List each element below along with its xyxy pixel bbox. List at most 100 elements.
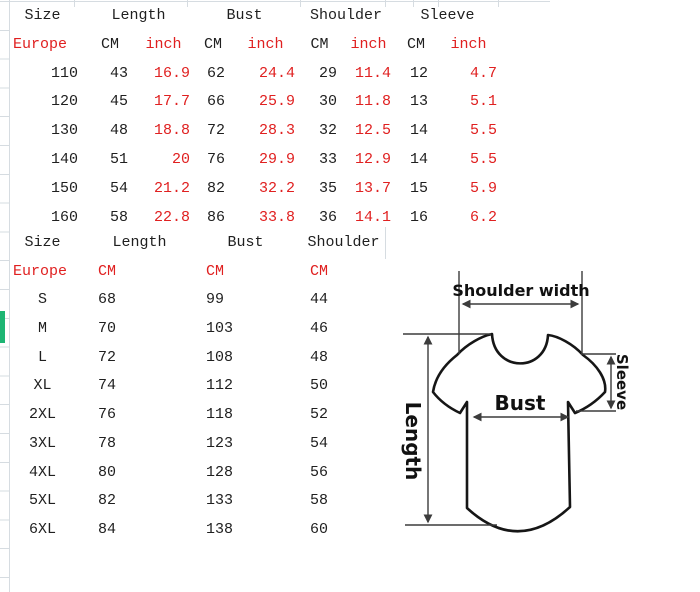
cell-size: XL — [33, 377, 52, 395]
shoulder-width-label: Shoulder width — [452, 281, 589, 300]
cell: 54 — [109, 179, 128, 197]
unit-cell: inch — [145, 35, 182, 53]
grid-top-line — [0, 1, 550, 2]
grid-col-mark — [385, 227, 386, 259]
cell: 58 — [109, 208, 128, 226]
row-highlight-bar — [0, 311, 5, 343]
cell-size: S — [37, 291, 47, 309]
grid-tick — [187, 0, 188, 7]
cell: 14 — [409, 150, 428, 168]
cell: 99 — [206, 291, 225, 309]
cell: 74 — [98, 377, 117, 395]
cell-size: 4XL — [28, 463, 56, 481]
cell: 16 — [409, 208, 428, 226]
cell: 5.9 — [469, 179, 497, 197]
cell: 70 — [98, 320, 117, 338]
col-header-bust: Bust — [226, 7, 263, 24]
cell-size: 150 — [50, 179, 78, 197]
cell: 128 — [206, 463, 234, 481]
cell: 54 — [310, 434, 329, 452]
cell: 11.4 — [354, 64, 391, 82]
cell: 15 — [409, 179, 428, 197]
col-header-sleeve: Sleeve — [420, 7, 475, 24]
cell-size: 130 — [50, 122, 78, 140]
grid-row-lines — [0, 2, 9, 578]
cell-size: 6XL — [28, 520, 56, 538]
kids-size-table: Size Length Bust Shoulder Sleeve Europe … — [0, 2, 500, 232]
cell: 103 — [206, 320, 234, 338]
cell-size: L — [37, 348, 47, 366]
cell: 66 — [206, 93, 225, 111]
cell: 25.9 — [258, 93, 295, 111]
tshirt-outline — [431, 332, 607, 533]
grid-tick — [385, 0, 386, 7]
adult-size-table: Size Length Bust Shoulder Europe CM CM C… — [0, 229, 390, 545]
grid-left-line — [9, 0, 10, 592]
col-header-length: Length — [112, 234, 167, 251]
cell: 62 — [206, 64, 225, 82]
cell: 18.8 — [153, 122, 190, 140]
grid-tick — [438, 0, 439, 7]
cell-size: 2XL — [28, 406, 56, 424]
unit-cell: CM — [203, 35, 222, 53]
cell: 50 — [310, 377, 329, 395]
grid-tick — [300, 0, 301, 7]
cell: 76 — [206, 150, 225, 168]
unit-cell: CM — [310, 262, 329, 280]
cell: 108 — [206, 348, 234, 366]
cell: 72 — [206, 122, 225, 140]
cell: 35 — [318, 179, 337, 197]
length-label: Length — [401, 402, 425, 481]
bust-label: Bust — [495, 391, 546, 415]
col-header-bust: Bust — [227, 234, 264, 251]
cell: 32 — [318, 122, 337, 140]
grid-tick — [498, 0, 499, 7]
unit-cell: CM — [206, 262, 225, 280]
cell: 22.8 — [153, 208, 190, 226]
sleeve-label: Sleeve — [613, 354, 631, 410]
cell: 118 — [206, 406, 234, 424]
cell: 44 — [310, 291, 329, 309]
cell: 30 — [318, 93, 337, 111]
cell: 28.3 — [258, 122, 295, 140]
unit-cell: CM — [100, 35, 119, 53]
grid-tick — [74, 0, 75, 7]
cell: 138 — [206, 520, 234, 538]
cell: 68 — [98, 291, 117, 309]
col-header-length: Length — [111, 7, 166, 24]
cell: 123 — [206, 434, 234, 452]
unit-cell: inch — [350, 35, 387, 53]
cell-size: 110 — [50, 64, 78, 82]
cell: 13.7 — [354, 179, 391, 197]
cell: 29.9 — [258, 150, 295, 168]
cell: 82 — [98, 492, 117, 510]
unit-cell: inch — [247, 35, 284, 53]
unit-cell: CM — [98, 262, 117, 280]
col-header-size: Size — [24, 7, 61, 24]
cell: 133 — [206, 492, 234, 510]
cell: 52 — [310, 406, 329, 424]
cell-size: 120 — [50, 93, 78, 111]
cell: 46 — [310, 320, 329, 338]
cell: 5.5 — [469, 122, 497, 140]
cell-size: 160 — [50, 208, 78, 226]
col-header-shoulder: Shoulder — [307, 234, 380, 251]
cell-size: 5XL — [28, 492, 56, 510]
cell: 48 — [109, 122, 128, 140]
cell: 13 — [409, 93, 428, 111]
cell: 14.1 — [354, 208, 391, 226]
cell: 5.5 — [469, 150, 497, 168]
unit-cell: Europe — [13, 262, 68, 280]
cell: 12 — [409, 64, 428, 82]
cell: 16.9 — [153, 64, 190, 82]
cell: 86 — [206, 208, 225, 226]
unit-cell: inch — [450, 35, 487, 53]
cell: 45 — [109, 93, 128, 111]
cell: 51 — [109, 150, 128, 168]
cell: 60 — [310, 520, 329, 538]
col-header-size: Size — [24, 234, 61, 251]
cell: 17.7 — [153, 93, 190, 111]
cell: 82 — [206, 179, 225, 197]
cell: 80 — [98, 463, 117, 481]
